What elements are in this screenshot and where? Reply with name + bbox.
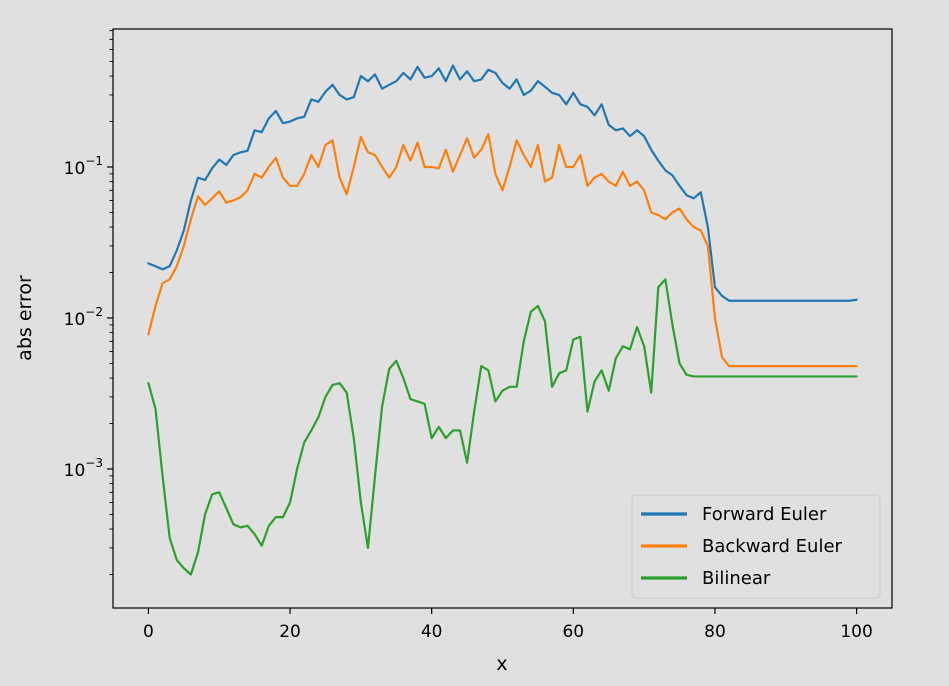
x-tick-label: 80 xyxy=(704,622,726,642)
y-tick-label: 10−1 xyxy=(64,154,103,179)
series-line-forward-euler xyxy=(147,64,858,302)
x-tick-label: 60 xyxy=(562,622,584,642)
y-axis: 10−3 10−2 10−1 xyxy=(64,154,113,481)
series-line-bilinear xyxy=(147,278,858,576)
legend: Forward Euler Backward Euler Bilinear xyxy=(631,494,881,599)
legend-box xyxy=(631,494,881,599)
y-axis-label: abs error xyxy=(14,275,36,361)
x-tick-label: 20 xyxy=(279,622,301,642)
x-axis-label: x xyxy=(496,653,507,675)
x-tick-label: 40 xyxy=(421,622,443,642)
y-minor-ticks xyxy=(109,30,113,575)
y-tick-label: 10−2 xyxy=(64,305,103,330)
x-tick-label: 100 xyxy=(840,622,872,642)
legend-label: Backward Euler xyxy=(702,536,843,557)
x-tick-label: 0 xyxy=(143,622,154,642)
legend-label: Bilinear xyxy=(702,568,771,589)
y-tick-label: 10−3 xyxy=(64,456,103,481)
x-axis: 0 20 40 60 80 100 xyxy=(143,608,873,642)
legend-label: Forward Euler xyxy=(702,504,827,525)
series-layer xyxy=(147,64,858,576)
series-line-backward-euler xyxy=(147,133,858,368)
